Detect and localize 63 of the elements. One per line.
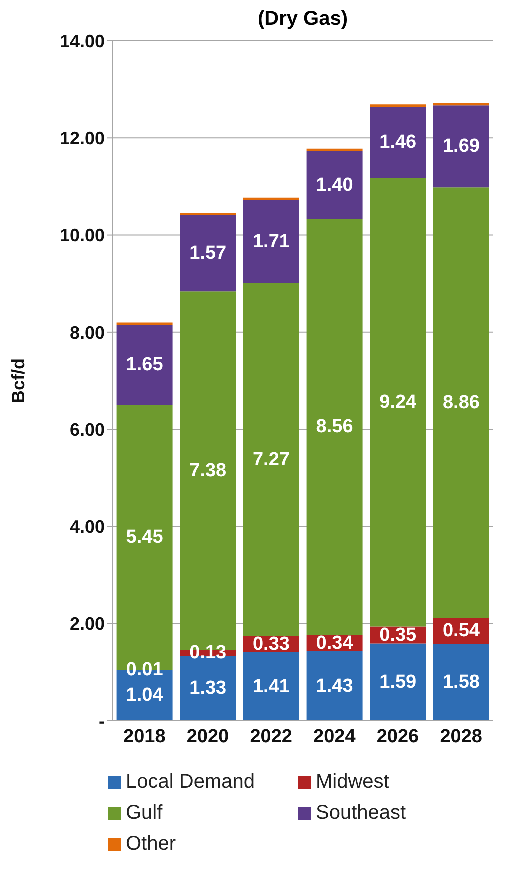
- y-tick-label: 6.00: [70, 420, 105, 440]
- y-tick-label: 4.00: [70, 517, 105, 538]
- data-label: 1.65: [126, 354, 164, 376]
- bar: [243, 283, 300, 636]
- bar: [370, 178, 426, 627]
- bar: [243, 198, 300, 200]
- bar: [306, 219, 363, 636]
- bar: [433, 644, 490, 721]
- data-label: 1.69: [442, 136, 480, 158]
- legend-label: Southeast: [316, 802, 406, 825]
- data-label: 1.58: [442, 672, 480, 694]
- data-label: 7.27: [252, 449, 290, 470]
- y-tick-label: 2.00: [70, 614, 105, 634]
- data-label: 7.38: [190, 460, 227, 482]
- data-label: 0.54: [442, 620, 480, 642]
- y-tick-label: 10.00: [60, 226, 105, 246]
- x-tick-label: 2024: [314, 726, 356, 748]
- y-tick-label: 14.00: [60, 31, 105, 52]
- bar: [306, 148, 363, 152]
- data-label: 1.57: [190, 243, 227, 264]
- data-label: 5.45: [126, 527, 164, 548]
- data-label: 1.41: [252, 676, 290, 698]
- data-label: 1.71: [252, 231, 290, 252]
- y-tick-label: 12.00: [60, 128, 105, 149]
- data-label: 1.40: [316, 174, 354, 196]
- legend-label: Midwest: [316, 771, 390, 794]
- x-tick-label: 2018: [124, 726, 166, 748]
- legend-label: Gulf: [126, 802, 163, 825]
- bar: [243, 652, 300, 721]
- bar: [180, 212, 236, 216]
- legend-label: Other: [126, 833, 176, 856]
- bar: [306, 652, 363, 721]
- bar: [370, 104, 426, 108]
- chart-title: (Dry Gas): [256, 8, 350, 31]
- bar: [116, 322, 173, 326]
- bar: [180, 215, 236, 292]
- bar: [243, 200, 300, 284]
- bar: [433, 106, 490, 188]
- y-axis-title: Bcf/d: [8, 358, 28, 404]
- x-tick-label: 2028: [440, 726, 482, 748]
- x-tick-label: 2026: [376, 726, 420, 748]
- data-label: 1.46: [380, 132, 417, 154]
- x-tick-label: 2020: [186, 726, 230, 748]
- data-label: 1.04: [126, 685, 164, 706]
- x-tick-label: 2022: [250, 726, 292, 748]
- data-label: 8.86: [442, 392, 480, 414]
- bar: [370, 107, 426, 178]
- data-label: 0.34: [316, 632, 354, 654]
- data-label: 0.35: [380, 624, 418, 646]
- data-label: 8.56: [316, 416, 354, 438]
- y-tick-label: 8.00: [70, 322, 105, 343]
- legend-label: Local Demand: [126, 771, 255, 794]
- data-label: 1.43: [316, 676, 354, 697]
- data-label: 9.24: [380, 392, 418, 413]
- bar: [433, 103, 490, 106]
- data-label: 1.59: [380, 672, 417, 693]
- bar: [433, 188, 490, 618]
- data-label: 0.33: [252, 634, 290, 655]
- data-label: 1.33: [190, 678, 227, 700]
- bar: [370, 644, 426, 721]
- bar: [116, 325, 173, 406]
- y-tick-label: -: [99, 711, 105, 732]
- bar: [306, 151, 363, 220]
